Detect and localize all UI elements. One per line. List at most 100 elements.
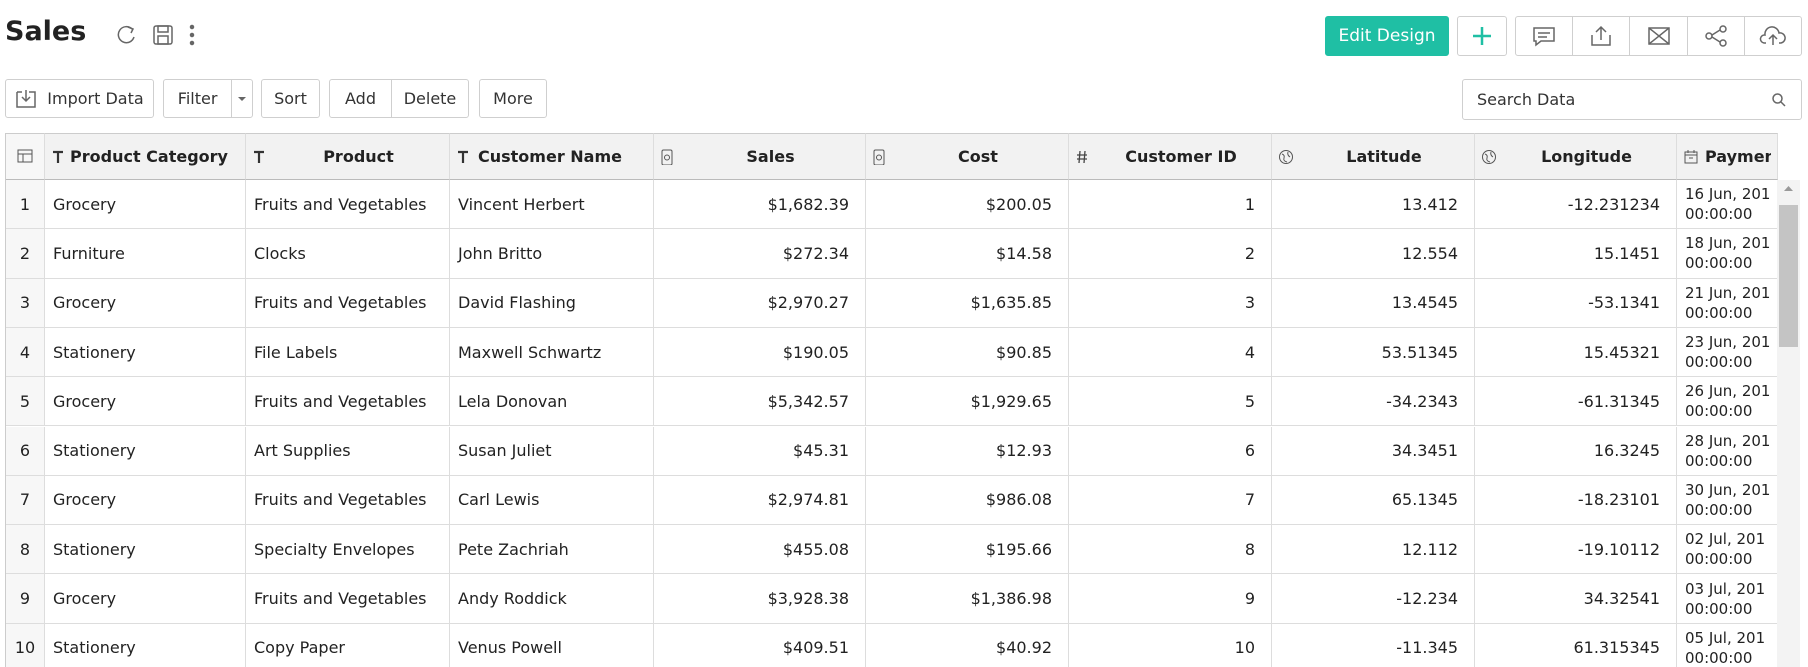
date: 05 Jul, 201 (1685, 628, 1766, 647)
cell: Specialty Envelopes (246, 525, 450, 575)
scroll-up[interactable] (1777, 181, 1800, 195)
row-number: 10 (6, 623, 45, 667)
scrollbar[interactable] (1777, 180, 1800, 667)
add-delete-group: Add Delete (329, 79, 469, 118)
email-button[interactable] (1630, 17, 1688, 55)
type-icon (873, 149, 885, 165)
row-number: 5 (6, 377, 45, 427)
cell: $1,386.98 (866, 574, 1069, 624)
date: 23 Jun, 201 (1685, 333, 1771, 352)
cell: Clocks (246, 229, 450, 279)
cell: $409.51 (654, 623, 866, 667)
more-button[interactable]: More (479, 79, 547, 118)
date: 28 Jun, 201 (1685, 431, 1771, 450)
type-icon (661, 149, 673, 165)
cell: Carl Lewis (450, 475, 654, 526)
cell: 1 (1069, 180, 1272, 230)
date: 18 Jun, 201 (1685, 234, 1771, 253)
time: 00:00:00 (1685, 254, 1753, 273)
cell: 15.1451 (1475, 229, 1677, 279)
date-cell: 28 Jun, 201 00:00:00 (1677, 427, 1778, 476)
cell: 12.112 (1272, 525, 1475, 575)
row-number: 2 (6, 229, 45, 279)
cell: Pete Zachriah (450, 525, 654, 575)
cell: $3,928.38 (654, 574, 866, 624)
cell: $190.05 (654, 327, 866, 378)
date-cell: 21 Jun, 201 00:00:00 (1677, 279, 1778, 328)
share-button[interactable] (1688, 17, 1745, 55)
date-cell: 03 Jul, 201 00:00:00 (1677, 574, 1778, 624)
export-button[interactable] (1573, 17, 1631, 55)
sort-button[interactable]: Sort (261, 79, 320, 118)
title-icons[interactable] (114, 22, 204, 48)
cell: Fruits and Vegetables (246, 377, 450, 427)
delete-button[interactable]: Delete (403, 89, 457, 108)
type-icon (1684, 149, 1698, 163)
row-number: 6 (6, 426, 45, 476)
edit-design-button[interactable]: Edit Design (1325, 16, 1449, 56)
cell: Stationery (45, 426, 246, 476)
date-cell: 16 Jun, 201 00:00:00 (1677, 180, 1778, 230)
date: 26 Jun, 201 (1685, 382, 1771, 401)
time: 00:00:00 (1685, 402, 1753, 421)
time: 00:00:00 (1685, 303, 1753, 322)
action-icons (1515, 16, 1802, 56)
cell: 34.32541 (1475, 574, 1677, 624)
add-row-button[interactable]: Add (330, 80, 392, 117)
cell: Grocery (45, 278, 246, 328)
cell: 9 (1069, 574, 1272, 624)
upload-button[interactable] (1745, 17, 1801, 55)
add-button[interactable] (1457, 16, 1507, 56)
date: 02 Jul, 201 (1685, 530, 1766, 549)
data-grid: Product Category Product Customer Name Sale… (5, 133, 1802, 667)
column-title: Product (323, 147, 394, 166)
column-header[interactable]: Latitude (1272, 133, 1475, 180)
cell: 15.45321 (1475, 327, 1677, 378)
column-header[interactable]: Cost (866, 133, 1069, 180)
cell: Fruits and Vegetables (246, 574, 450, 624)
date-cell: 02 Jul, 201 00:00:00 (1677, 525, 1778, 575)
cell: $272.34 (654, 229, 866, 279)
header-corner (6, 133, 45, 180)
column-title: Sales (746, 147, 795, 166)
column-header[interactable]: Paymen (1677, 133, 1778, 180)
cell: $2,974.81 (654, 475, 866, 526)
cell: File Labels (246, 327, 450, 378)
filter-dropdown[interactable] (232, 94, 252, 104)
cell: Andy Roddick (450, 574, 654, 624)
column-header[interactable]: Longitude (1475, 133, 1677, 180)
date-cell: 23 Jun, 201 00:00:00 (1677, 328, 1778, 378)
row-number: 9 (6, 574, 45, 624)
scroll-thumb[interactable] (1779, 205, 1798, 347)
cell: $90.85 (866, 327, 1069, 378)
date: 16 Jun, 201 (1685, 185, 1771, 204)
date: 30 Jun, 201 (1685, 480, 1771, 499)
column-header[interactable]: Product (246, 133, 450, 180)
cell: -19.10112 (1475, 525, 1677, 575)
column-header[interactable]: Customer ID (1069, 133, 1272, 180)
date-cell: 05 Jul, 201 00:00:00 (1677, 624, 1778, 667)
cell: John Britto (450, 229, 654, 279)
search-placeholder: Search Data (1477, 90, 1576, 109)
cell: 2 (1069, 229, 1272, 279)
row-number: 7 (6, 475, 45, 526)
cell: 34.3451 (1272, 426, 1475, 476)
comment-button[interactable] (1516, 17, 1574, 55)
cell: Grocery (45, 180, 246, 230)
type-icon (1077, 150, 1087, 163)
cell: Grocery (45, 574, 246, 624)
column-header[interactable]: Customer Name (450, 133, 654, 180)
cell: Stationery (45, 327, 246, 378)
cell: $1,682.39 (654, 180, 866, 230)
column-header[interactable]: Product Category (45, 133, 246, 180)
import-button[interactable]: Import Data (5, 79, 154, 118)
filter-button[interactable]: Filter (163, 79, 253, 118)
column-title: Customer Name (478, 147, 622, 166)
cell: $200.05 (866, 180, 1069, 230)
search-box[interactable]: Search Data (1462, 79, 1802, 120)
cell: $45.31 (654, 426, 866, 476)
column-header[interactable]: Sales (654, 133, 866, 180)
type-icon (53, 150, 63, 163)
cell: $14.58 (866, 229, 1069, 279)
